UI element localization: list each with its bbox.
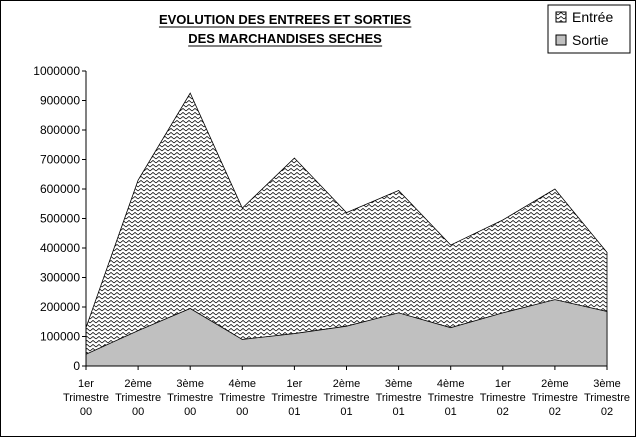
x-tick-label-4-0: 1er (286, 378, 302, 390)
x-tick-label-8-0: 1er (495, 378, 511, 390)
x-tick-label-8-1: Trimestre (480, 392, 526, 404)
legend-label-sortie: Sortie (572, 32, 609, 48)
plot-area: 0100000200000300000400000500000600000700… (33, 64, 630, 418)
x-tick-label-5-2: 01 (340, 406, 352, 418)
x-tick-label-10-0: 3ème (593, 378, 621, 390)
y-tick-label-10: 1000000 (33, 64, 80, 78)
x-tick-label-1-1: Trimestre (115, 392, 161, 404)
x-tick-label-7-1: Trimestre (428, 392, 474, 404)
x-tick-label-10-1: Trimestre (584, 392, 630, 404)
y-tick-label-7: 700000 (40, 153, 80, 167)
x-tick-label-3-1: Trimestre (219, 392, 265, 404)
y-tick-label-5: 500000 (40, 212, 80, 226)
x-tick-label-4-1: Trimestre (271, 392, 317, 404)
y-tick-label-6: 600000 (40, 182, 80, 196)
x-tick-label-7-0: 4ème (437, 378, 465, 390)
x-tick-label-6-1: Trimestre (376, 392, 422, 404)
chart-title-line-1: EVOLUTION DES ENTREES ET SORTIES (159, 12, 411, 27)
series-area-sortie (85, 299, 608, 367)
x-tick-label-4-2: 01 (288, 406, 300, 418)
x-tick-label-2-1: Trimestre (167, 392, 213, 404)
x-tick-label-6-2: 01 (392, 406, 404, 418)
legend-swatch-sortie (555, 34, 567, 46)
x-tick-label-0-0: 1er (78, 378, 94, 390)
x-tick-label-7-2: 01 (445, 406, 457, 418)
x-tick-label-5-0: 2ème (333, 378, 361, 390)
x-tick-label-3-2: 00 (236, 406, 248, 418)
x-tick-label-10-2: 02 (601, 406, 613, 418)
y-tick-label-9: 900000 (40, 94, 80, 108)
chart-title-line-2: DES MARCHANDISES SECHES (188, 31, 382, 46)
x-tick-label-0-2: 00 (80, 406, 92, 418)
x-tick-label-6-0: 3ème (385, 378, 413, 390)
x-tick-label-1-0: 2ème (124, 378, 152, 390)
x-tick-label-9-0: 2ème (541, 378, 569, 390)
legend-swatch-entree (555, 11, 567, 23)
x-tick-label-2-2: 00 (184, 406, 196, 418)
x-tick-label-8-2: 02 (497, 406, 509, 418)
y-tick-label-3: 300000 (40, 271, 80, 285)
x-tick-label-5-1: Trimestre (323, 392, 369, 404)
x-tick-label-3-0: 4ème (229, 378, 257, 390)
x-tick-label-1-2: 00 (132, 406, 144, 418)
y-tick-label-2: 200000 (40, 300, 80, 314)
x-tick-label-9-1: Trimestre (532, 392, 578, 404)
series-area-entree (85, 92, 608, 367)
legend: Entrée Sortie (547, 4, 631, 54)
x-tick-label-0-1: Trimestre (63, 392, 109, 404)
x-tick-label-2-0: 3ème (176, 378, 204, 390)
y-tick-label-4: 400000 (40, 241, 80, 255)
y-tick-label-1: 100000 (40, 330, 80, 344)
y-tick-label-8: 800000 (40, 123, 80, 137)
y-tick-label-0: 0 (73, 359, 80, 373)
x-tick-label-9-2: 02 (549, 406, 561, 418)
legend-label-entree: Entrée (572, 9, 613, 25)
